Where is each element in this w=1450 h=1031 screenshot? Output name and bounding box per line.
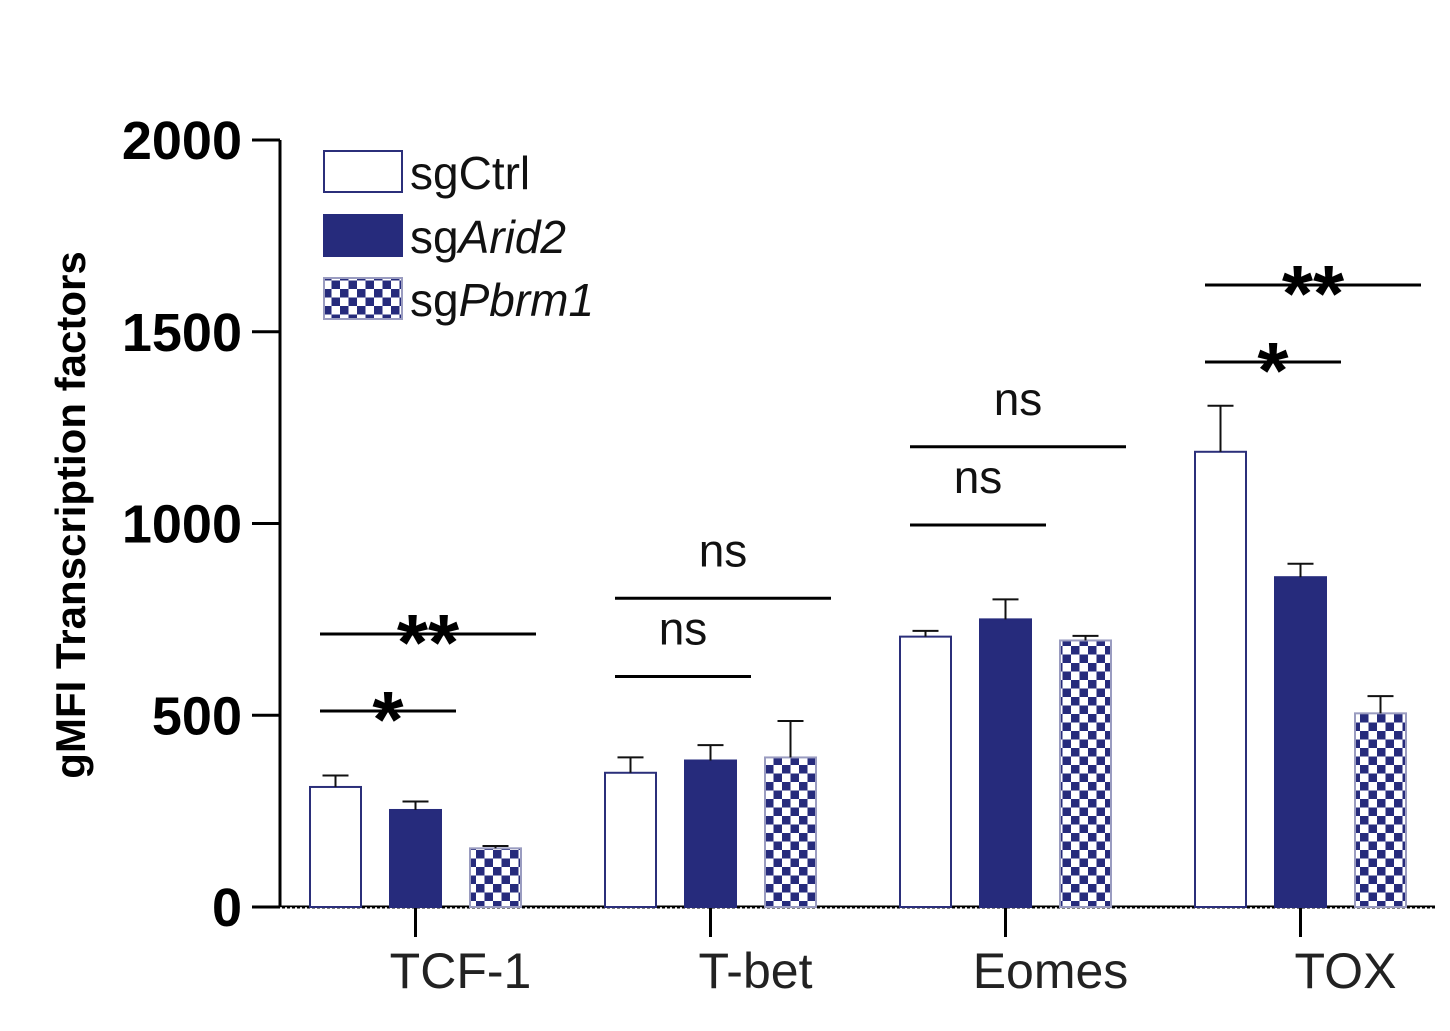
- x-axis: TCF-1 T-bet Eomes TOX: [280, 905, 1435, 999]
- legend-label-suffix: Ctrl: [459, 147, 531, 199]
- significance-label: ns: [954, 451, 1003, 503]
- legend-swatch: [323, 277, 403, 320]
- legend-swatch: [323, 150, 403, 193]
- bar: [1194, 450, 1247, 908]
- x-tick-label: Eomes: [973, 943, 1129, 999]
- bar: [469, 847, 522, 909]
- significance-label: ns: [659, 603, 708, 655]
- significance-label: ns: [994, 373, 1043, 425]
- legend-label-prefix: sg: [410, 274, 459, 326]
- y-tick-label: 2000: [122, 111, 242, 171]
- significance-label: *: [372, 675, 404, 764]
- bar: [1059, 639, 1112, 909]
- significance-label: *: [1257, 326, 1289, 415]
- x-tick-label: T-bet: [699, 943, 813, 999]
- significance-label: **: [1282, 249, 1345, 338]
- bar: [1354, 712, 1407, 909]
- significance-label: **: [397, 598, 460, 687]
- bar: [764, 756, 817, 908]
- y-tick-label: 0: [212, 878, 242, 938]
- bars: [309, 450, 1407, 909]
- y-axis: 0 500 1000 1500 2000: [122, 111, 282, 938]
- bar: [684, 759, 737, 908]
- x-tick-label: TCF-1: [390, 943, 532, 999]
- error-bars: [322, 404, 1394, 849]
- legend-label: sgCtrl: [410, 147, 530, 199]
- y-tick-label: 500: [152, 686, 242, 746]
- bar: [979, 618, 1032, 908]
- y-axis-label: gMFI Transcription factors: [47, 251, 94, 778]
- legend-label-prefix: sg: [410, 147, 459, 199]
- bar: [604, 771, 657, 909]
- significance-label: ns: [699, 524, 748, 576]
- legend-swatch: [323, 214, 403, 257]
- legend-label-italic: Pbrm1: [459, 274, 594, 326]
- bar: [309, 785, 362, 908]
- legend-label-italic: Arid2: [456, 211, 566, 263]
- legend-label: sgArid2: [410, 211, 566, 263]
- y-tick-label: 1000: [122, 495, 242, 555]
- legend-label-prefix: sg: [410, 211, 459, 263]
- y-tick-label: 1500: [122, 303, 242, 363]
- legend-label: sgPbrm1: [410, 274, 594, 326]
- x-tick-label: TOX: [1295, 943, 1397, 999]
- bar: [899, 635, 952, 908]
- bar: [1274, 576, 1327, 908]
- bar: [389, 808, 442, 908]
